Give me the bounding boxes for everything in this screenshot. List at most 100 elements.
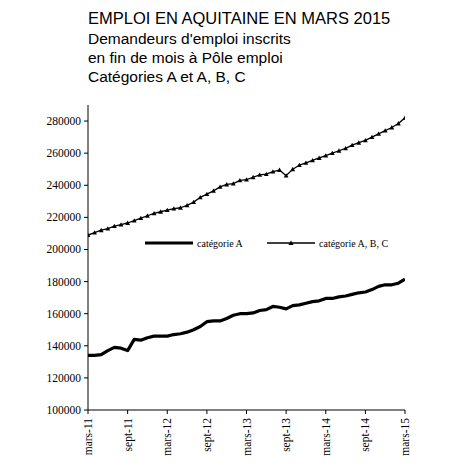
- y-tick-label: 140000: [47, 340, 82, 352]
- x-tick: [365, 410, 366, 414]
- legend-label: catégorie A: [197, 238, 244, 249]
- marker: [204, 192, 209, 196]
- marker: [92, 230, 97, 234]
- x-tick: [88, 410, 89, 414]
- marker: [396, 121, 401, 125]
- marker: [297, 163, 302, 167]
- y-tick: [84, 281, 88, 282]
- y-tick-label: 240000: [47, 179, 82, 191]
- marker: [277, 168, 282, 172]
- marker: [112, 224, 117, 228]
- marker: [158, 209, 163, 213]
- marker: [138, 216, 143, 220]
- x-tick: [405, 410, 406, 414]
- marker: [370, 135, 375, 139]
- x-tick: [167, 410, 168, 414]
- x-tick-label: mars-14: [320, 418, 332, 456]
- marker: [191, 200, 196, 204]
- y-tick-label: 200000: [47, 243, 82, 255]
- y-tick-label: 120000: [47, 372, 82, 384]
- marker: [88, 233, 90, 237]
- x-tick: [127, 410, 128, 414]
- marker: [343, 146, 348, 150]
- y-axis: [88, 105, 89, 410]
- marker: [290, 167, 295, 171]
- marker: [198, 195, 203, 199]
- x-tick-label: mars-12: [161, 418, 173, 456]
- plot-area: [88, 115, 405, 355]
- legend-swatch: [145, 241, 193, 244]
- y-tick-label: 180000: [47, 276, 82, 288]
- x-tick-label: sept-13: [280, 418, 293, 452]
- marker: [310, 158, 315, 162]
- marker: [244, 177, 249, 181]
- x-tick: [206, 410, 207, 414]
- x-tick: [325, 410, 326, 414]
- marker: [337, 148, 342, 152]
- marker: [251, 175, 256, 179]
- y-tick: [84, 185, 88, 186]
- marker: [132, 218, 137, 222]
- legend-label: catégorie A, B, C: [319, 238, 388, 249]
- y-tick: [84, 410, 88, 411]
- y-tick-label: 280000: [47, 115, 82, 127]
- marker: [218, 184, 223, 188]
- marker: [264, 172, 269, 176]
- x-tick-label: sept-12: [201, 418, 214, 452]
- x-tick-label: mars-15: [399, 418, 411, 456]
- marker: [403, 115, 405, 119]
- y-tick: [84, 313, 88, 314]
- series-line: [88, 118, 405, 235]
- marker: [152, 211, 157, 215]
- marker: [330, 151, 335, 155]
- y-tick: [84, 345, 88, 346]
- marker: [125, 221, 130, 225]
- subtitle: Catégories A et A, B, C: [88, 68, 246, 85]
- marker: [323, 153, 328, 157]
- y-tick: [84, 121, 88, 122]
- marker: [284, 173, 289, 177]
- marker: [350, 143, 355, 147]
- marker: [185, 203, 190, 207]
- x-tick: [246, 410, 247, 414]
- marker: [237, 178, 242, 182]
- subtitle: Demandeurs d'emploi inscrits: [88, 30, 291, 47]
- y-tick: [84, 249, 88, 250]
- marker: [383, 128, 388, 132]
- subtitle: en fin de mois à Pôle emploi: [88, 49, 283, 66]
- marker: [119, 222, 124, 226]
- y-tick: [84, 377, 88, 378]
- x-tick-label: sept-11: [122, 418, 135, 452]
- y-tick-label: 160000: [47, 308, 82, 320]
- y-tick-label: 100000: [47, 404, 82, 416]
- x-tick: [286, 410, 287, 414]
- legend: catégorie A catégorie A, B, C: [145, 238, 388, 249]
- chart: EMPLOI EN AQUITAINE EN MARS 2015 Demandeu…: [0, 0, 453, 474]
- marker: [145, 213, 150, 217]
- y-tick: [84, 153, 88, 154]
- marker: [171, 206, 176, 210]
- x-tick-label: mars-13: [241, 418, 253, 456]
- marker: [231, 181, 236, 185]
- x-tick-label: mars-11: [82, 418, 94, 456]
- marker: [363, 138, 368, 142]
- series-line: [88, 279, 405, 355]
- y-tick-label: 220000: [47, 211, 82, 223]
- marker: [271, 169, 276, 173]
- marker: [224, 182, 229, 186]
- legend-marker: [288, 240, 293, 245]
- y-tick: [84, 217, 88, 218]
- marker: [178, 205, 183, 209]
- marker: [356, 140, 361, 144]
- x-tick-label: sept-14: [359, 418, 372, 452]
- title: EMPLOI EN AQUITAINE EN MARS 2015: [88, 9, 390, 27]
- marker: [105, 226, 110, 230]
- marker: [165, 208, 170, 212]
- marker: [389, 125, 394, 129]
- marker: [304, 160, 309, 164]
- marker: [211, 188, 216, 192]
- marker: [99, 228, 104, 232]
- marker: [376, 131, 381, 135]
- marker: [257, 172, 262, 176]
- marker: [317, 156, 322, 160]
